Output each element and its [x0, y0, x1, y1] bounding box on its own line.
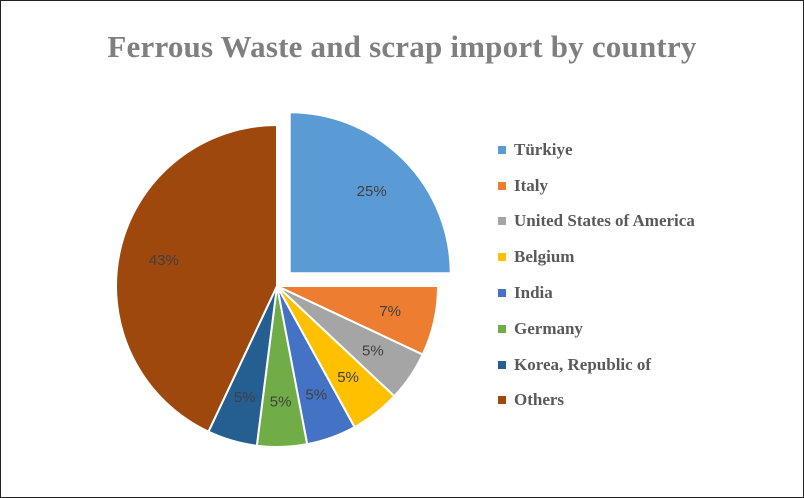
legend-label: Belgium [514, 247, 575, 267]
legend-label: United States of America [514, 211, 695, 231]
legend-item-5: India [498, 275, 695, 311]
legend-swatch [498, 396, 506, 405]
legend-label: Germany [514, 318, 583, 338]
data-label-3: 5% [362, 343, 384, 360]
chart-legend: Türkiye Italy United States of America Belg… [498, 132, 695, 418]
data-label-1: 25% [357, 183, 387, 200]
legend-swatch [498, 324, 506, 333]
legend-label: Italy [514, 175, 548, 195]
data-label-5: 5% [305, 387, 327, 404]
legend-item-1: Türkiye [498, 132, 695, 168]
chart-title: Ferrous Waste and scrap import by countr… [107, 29, 697, 64]
legend-swatch [498, 181, 506, 190]
legend-item-4: Belgium [498, 239, 695, 275]
legend-swatch [498, 360, 506, 369]
legend-swatch [498, 253, 506, 262]
legend-item-6: Germany [498, 311, 695, 347]
legend-label: India [514, 283, 553, 303]
legend-swatch [498, 289, 506, 298]
legend-swatch [498, 145, 506, 154]
pie-slice-1 [288, 111, 452, 275]
legend-label: Türkiye [514, 139, 573, 159]
data-label-7: 5% [234, 389, 256, 406]
pie-slice-8 [115, 123, 278, 434]
data-label-8: 43% [149, 252, 179, 269]
legend-swatch [498, 217, 506, 226]
legend-item-2: Italy [498, 168, 695, 204]
data-label-2: 7% [379, 303, 401, 320]
legend-item-8: Others [498, 383, 695, 419]
legend-label: Others [514, 390, 565, 410]
data-label-6: 5% [270, 393, 292, 410]
legend-label: Korea, Republic of [514, 354, 652, 374]
data-label-4: 5% [337, 369, 359, 386]
legend-item-7: Korea, Republic of [498, 347, 695, 383]
legend-item-3: United States of America [498, 204, 695, 240]
